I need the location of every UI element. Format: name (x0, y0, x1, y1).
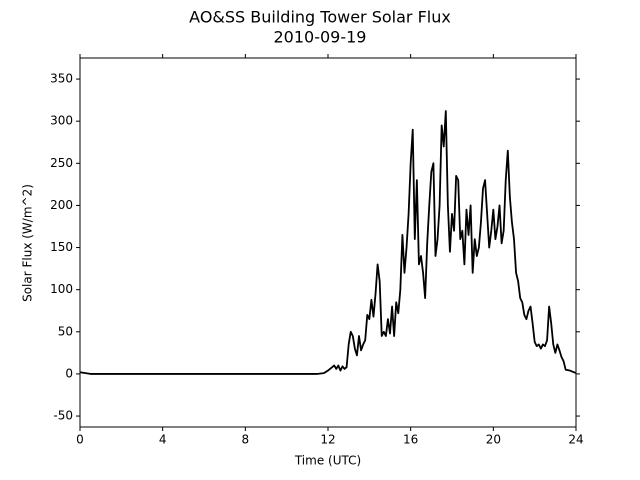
y-tick-label: 300 (50, 114, 73, 128)
y-tick-label: 150 (50, 240, 73, 254)
x-tick-label: 16 (403, 433, 418, 447)
line-series (79, 110, 577, 375)
chart-title: AO&SS Building Tower Solar Flux (189, 8, 451, 27)
x-tick-label: 24 (568, 433, 583, 447)
y-tick-label: 200 (50, 198, 73, 212)
x-tick-label: 4 (159, 433, 167, 447)
y-tick-label: -50 (53, 409, 73, 423)
y-tick-label: 350 (50, 72, 73, 86)
y-tick-label: 100 (50, 282, 73, 296)
chart-subtitle: 2010-09-19 (274, 28, 367, 47)
x-axis-label: Time (UTC) (294, 454, 361, 468)
x-tick-label: 20 (486, 433, 501, 447)
x-tick-label: 8 (242, 433, 250, 447)
x-tick-label: 12 (320, 433, 335, 447)
y-tick-label: 250 (50, 156, 73, 170)
y-tick-label: 50 (58, 324, 73, 338)
y-axis-label: Solar Flux (W/m^2) (21, 184, 35, 302)
y-tick-label: 0 (65, 366, 73, 380)
x-tick-label: 0 (76, 433, 84, 447)
